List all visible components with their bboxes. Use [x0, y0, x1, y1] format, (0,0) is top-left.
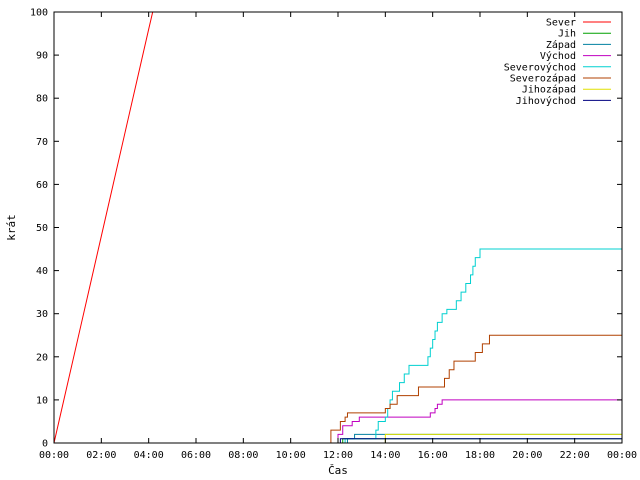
- y-tick-label: 40: [36, 266, 48, 277]
- y-tick-label: 80: [36, 94, 48, 105]
- legend: SeverJihZápadVýchodSeverovýchodSeverozáp…: [504, 18, 611, 107]
- y-tick-label: 10: [36, 395, 48, 406]
- x-tick-label: 08:00: [228, 450, 258, 461]
- legend-label: Severovýchod: [504, 61, 576, 73]
- legend-label: Severozápad: [510, 73, 576, 85]
- series-line-6: [54, 334, 622, 444]
- x-tick-label: 00:00: [607, 450, 637, 461]
- x-tick-label: 00:00: [39, 450, 69, 461]
- x-tick-label: 18:00: [465, 450, 495, 461]
- legend-label: Jihovýchod: [516, 95, 576, 107]
- x-tick-label: 12:00: [323, 450, 353, 461]
- legend-label: Sever: [546, 18, 576, 29]
- y-axis-title: krát: [5, 214, 18, 241]
- y-tick-label: 60: [36, 180, 48, 191]
- series-line-1: [53, 11, 154, 444]
- x-tick-label: 20:00: [512, 450, 542, 461]
- legend-label: Jihozápad: [522, 84, 576, 96]
- x-tick-label: 22:00: [560, 450, 590, 461]
- x-tick-label: 02:00: [86, 450, 116, 461]
- legend-label: Západ: [546, 39, 576, 51]
- series-line-4: [54, 399, 622, 444]
- x-axis-title: Čas: [328, 464, 348, 477]
- legend-label: Východ: [540, 50, 576, 62]
- y-tick-label: 30: [36, 309, 48, 320]
- x-tick-label: 14:00: [370, 450, 400, 461]
- y-tick-label: 20: [36, 352, 48, 363]
- y-tick-label: 70: [36, 137, 48, 148]
- y-tick-label: 50: [36, 223, 48, 234]
- legend-label: Jih: [558, 29, 576, 40]
- x-tick-label: 06:00: [181, 450, 211, 461]
- x-tick-label: 16:00: [418, 450, 448, 461]
- y-tick-label: 100: [30, 8, 48, 19]
- y-tick-label: 90: [36, 51, 48, 62]
- x-tick-label: 04:00: [134, 450, 164, 461]
- x-tick-label: 10:00: [276, 450, 306, 461]
- y-tick-label: 0: [42, 439, 48, 450]
- series-line-5: [54, 248, 622, 444]
